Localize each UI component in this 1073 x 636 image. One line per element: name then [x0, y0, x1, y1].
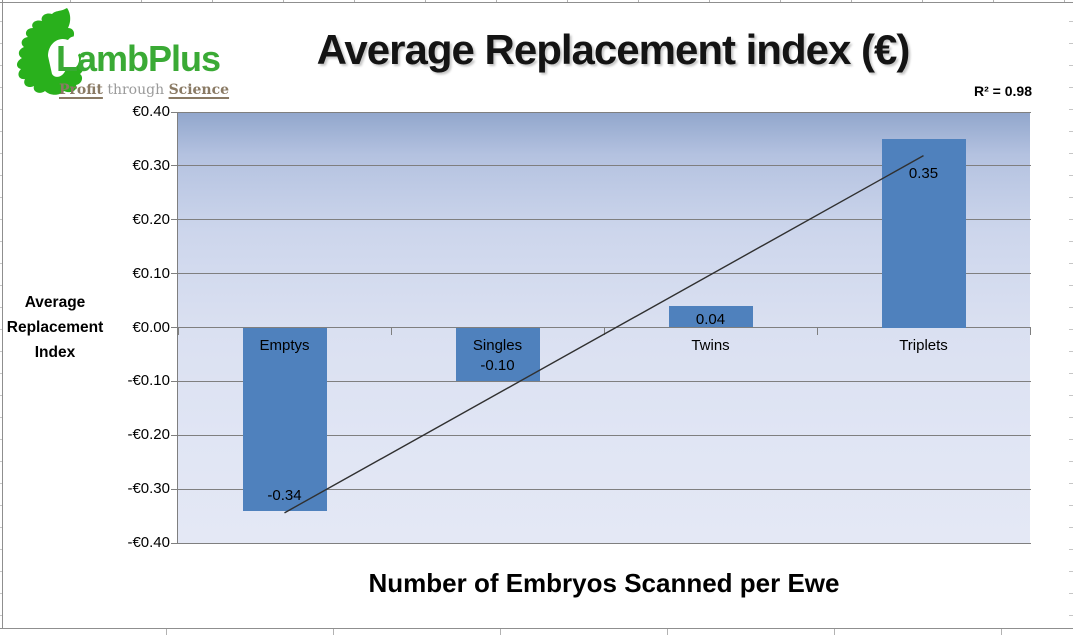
category-label: Singles	[472, 336, 523, 354]
y-axis-tick	[171, 380, 178, 382]
y-axis-tick	[171, 165, 178, 167]
logo-tagline-science: Science	[168, 82, 230, 98]
spreadsheet-column-ticks-top	[0, 0, 1073, 2]
category-label: Triplets	[899, 336, 948, 354]
y-axis-tick-label: -€0.40	[127, 534, 170, 551]
spreadsheet-row-ticks-left	[0, 0, 2, 629]
y-axis-title-line: Index	[34, 344, 76, 361]
y-axis-tick-label: -€0.30	[127, 480, 170, 498]
y-axis-title-line: Average	[24, 294, 86, 311]
y-axis-tick-label: €0.30	[132, 156, 170, 174]
category-label: Twins	[691, 336, 730, 354]
x-axis-tick	[177, 327, 179, 335]
y-axis-title-line: Replacement	[6, 319, 104, 336]
value-label: 0.35	[908, 164, 939, 182]
spreadsheet-column-ticks-bottom	[0, 629, 1073, 635]
lambplus-logo: LambPlus Profit through Science	[12, 4, 247, 100]
y-axis-tick	[171, 327, 178, 328]
bar-emptys	[242, 327, 327, 511]
y-axis-tick-label: -€0.10	[127, 372, 170, 390]
x-axis-title: Number of Embryos Scanned per Ewe	[368, 568, 840, 598]
spreadsheet-gridline-left	[2, 0, 3, 629]
spreadsheet-gridline-bottom	[0, 628, 1073, 629]
logo-tagline-profit: Profit	[59, 82, 103, 98]
plot-gridline	[178, 542, 1031, 544]
x-axis-tick	[390, 327, 392, 335]
y-axis-tick	[171, 488, 178, 490]
y-axis-tick-label: €0.40	[132, 103, 170, 120]
y-axis-tick-label: €0.20	[132, 210, 170, 228]
value-label: -0.10	[480, 357, 515, 375]
spreadsheet-row-ticks-right	[1069, 0, 1073, 629]
y-axis-tick	[171, 219, 178, 221]
y-axis-tick-label: €0.00	[132, 318, 170, 336]
logo-tagline: Profit through Science	[59, 82, 229, 98]
value-label: -0.34	[267, 486, 302, 504]
value-label: 0.04	[695, 310, 726, 328]
y-axis-tick-label: €0.10	[132, 264, 170, 282]
spreadsheet-gridline-top	[0, 2, 1073, 3]
x-axis-tick	[1029, 327, 1031, 335]
y-axis-tick	[171, 542, 178, 544]
y-axis-tick	[171, 273, 178, 275]
ireland-map-icon	[17, 8, 84, 95]
y-axis-title: Average Replacement Index	[2, 290, 108, 365]
plot-gridline	[178, 111, 1031, 113]
y-axis-tick-label: -€0.20	[127, 426, 170, 444]
y-axis-tick	[171, 434, 178, 436]
logo-brand-text: LambPlus	[56, 38, 221, 79]
chart-title: Average Replacement index (€)	[316, 26, 911, 73]
r-squared-label: R² = 0.98	[974, 83, 1032, 99]
y-axis-tick	[171, 111, 178, 113]
category-label: Emptys	[259, 336, 310, 354]
logo-tagline-through: through	[102, 82, 169, 98]
